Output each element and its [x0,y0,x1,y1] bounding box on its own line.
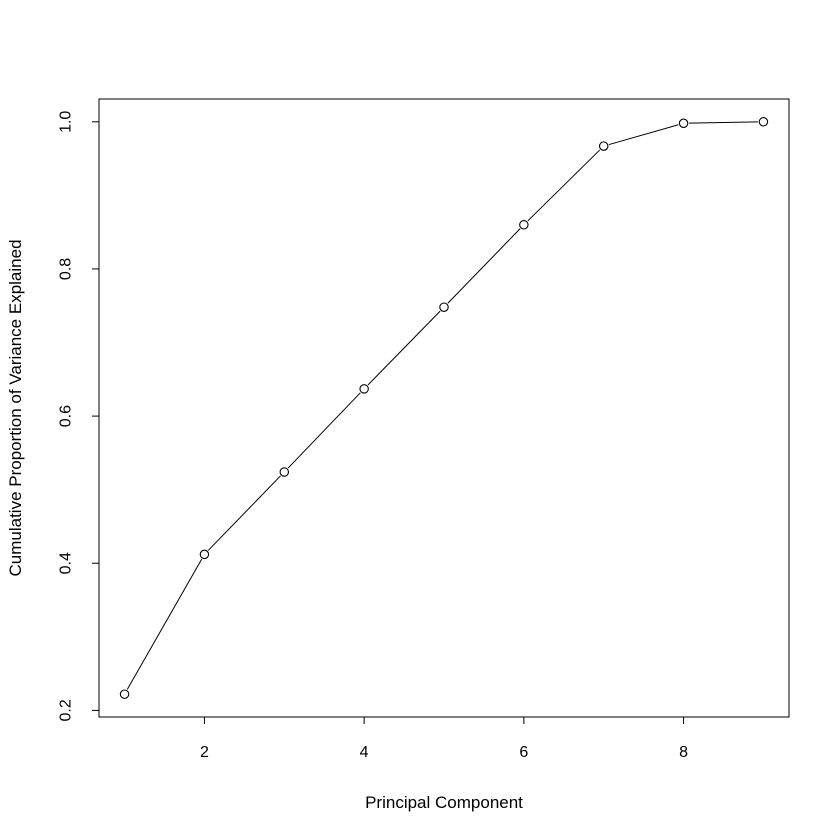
series-line-segment [608,124,679,146]
y-tick-label: 0.8 [58,258,75,280]
series-line-segment [447,228,521,304]
x-tick-label: 4 [360,744,369,761]
series-layer [119,117,769,699]
data-point [758,117,769,127]
y-axis-title: Cumulative Proportion of Variance Explai… [6,239,25,576]
data-point [359,384,369,394]
series-line-segment [527,149,601,222]
y-tick-label: 0.6 [58,405,75,427]
y-axis: 0.2 0.4 0.6 0.8 1.0 [58,111,100,722]
series-line-segment [287,392,361,469]
data-point [199,549,210,560]
x-axis-title: Principal Component [365,793,523,812]
series-line-segment [367,310,441,386]
data-point [598,141,609,151]
series-line-segment [689,121,758,124]
series-line-segment [126,558,203,690]
data-point [678,118,689,129]
plot-frame [98,98,790,718]
x-axis: 2 4 6 8 [200,716,688,761]
series-line-segment [207,475,281,551]
y-tick-label: 0.4 [58,552,75,574]
y-tick-label: 0.2 [58,699,75,721]
data-point [279,467,290,477]
data-point [119,689,130,699]
y-tick-label: 1.0 [58,111,75,133]
x-tick-label: 2 [200,744,209,761]
x-tick-label: 6 [519,744,528,761]
data-point [439,302,449,312]
x-tick-label: 8 [679,744,688,761]
data-point [519,220,529,230]
